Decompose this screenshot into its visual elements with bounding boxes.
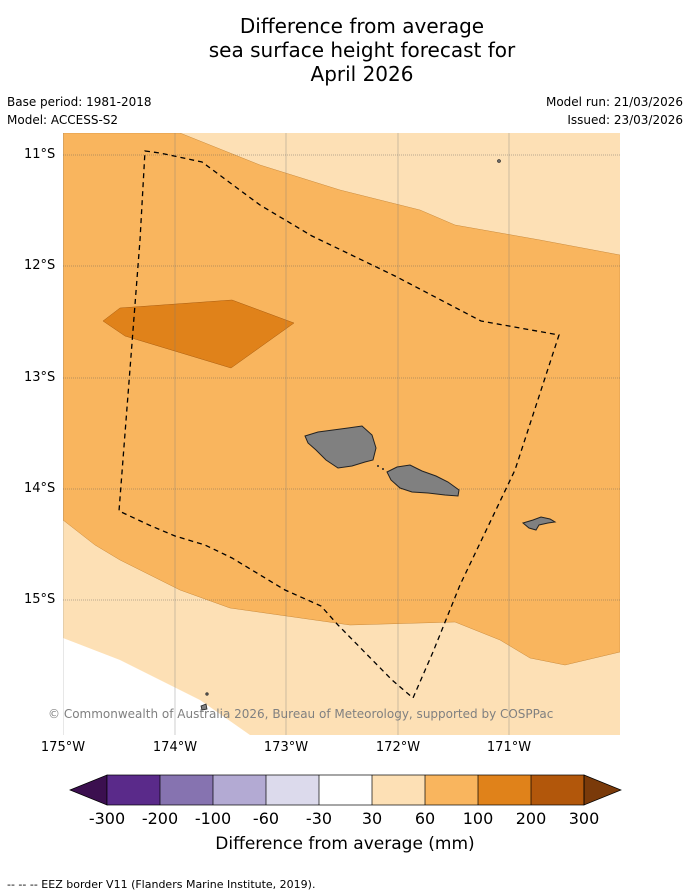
colorbar-bin-9 — [531, 775, 584, 805]
colorbar-bin-3 — [213, 775, 266, 805]
colorbar-bin-8 — [478, 775, 531, 805]
colorbar-tick: -60 — [252, 809, 280, 828]
map-title: Difference from average sea surface heig… — [0, 14, 690, 86]
colorbar — [69, 774, 622, 806]
islet-north — [497, 159, 501, 163]
model-run-label: Model run: 21/03/2026 — [545, 95, 683, 109]
island-upolu — [386, 464, 460, 497]
lat-label-15s: 15°S — [24, 592, 56, 607]
title-line-1: Difference from average — [239, 14, 485, 38]
colorbar-tick: 30 — [361, 809, 383, 828]
lat-label-12s: 12°S — [24, 258, 56, 273]
longitude-gridlines — [63, 133, 510, 735]
lon-label-175w: 175°W — [40, 740, 86, 755]
colorbar-bin-6 — [372, 775, 425, 805]
lon-label-173w: 173°W — [263, 740, 309, 755]
anomaly-band-neutral — [63, 638, 250, 735]
latitude-gridlines — [63, 154, 620, 601]
copyright-notice: © Commonwealth of Australia 2026, Bureau… — [48, 707, 554, 721]
model-label: Model: ACCESS-S2 — [7, 113, 119, 127]
anomaly-band-100-200 — [102, 299, 295, 369]
base-period-label: Base period: 1981-2018 — [7, 95, 152, 109]
islet-southwest-a — [205, 692, 209, 696]
colorbar-tick: -200 — [141, 809, 179, 828]
map-field — [63, 133, 620, 735]
eez-border-legend: -- -- -- EEZ border V11 (Flanders Marine… — [7, 878, 316, 891]
colorbar-bin-5 — [319, 775, 372, 805]
colorbar-outline — [106, 774, 585, 806]
lat-label-11s: 11°S — [24, 147, 56, 162]
lon-label-174w: 174°W — [152, 740, 198, 755]
colorbar-title: Difference from average (mm) — [215, 834, 475, 854]
colorbar-bin-4 — [266, 775, 319, 805]
colorbar-tick: -30 — [305, 809, 333, 828]
lon-label-171w: 171°W — [486, 740, 532, 755]
issued-label: Issued: 23/03/2026 — [567, 113, 683, 127]
colorbar-tick: 300 — [568, 809, 600, 828]
islet-manono — [382, 468, 384, 470]
islet-apolima — [377, 465, 379, 467]
title-line-3: April 2026 — [310, 62, 414, 86]
title-line-2: sea surface height forecast for — [208, 38, 516, 62]
colorbar-tick: 60 — [414, 809, 436, 828]
colorbar-extend-high — [583, 774, 622, 806]
colorbar-tick: 100 — [462, 809, 494, 828]
colorbar-extend-low — [69, 774, 108, 806]
eez-border-line — [118, 150, 560, 700]
colorbar-bin-2 — [160, 775, 213, 805]
islet-southwest-b — [200, 703, 208, 711]
lat-label-14s: 14°S — [24, 481, 56, 496]
colorbar-tick: -300 — [88, 809, 126, 828]
island-tutuila — [521, 516, 557, 531]
lon-label-172w: 172°W — [375, 740, 421, 755]
colorbar-tick: -100 — [194, 809, 232, 828]
colorbar-bin-1 — [107, 775, 160, 805]
colorbar-tick: 200 — [515, 809, 547, 828]
island-savaii — [304, 425, 377, 469]
anomaly-band-60-100 — [63, 133, 620, 666]
colorbar-bin-7 — [425, 775, 478, 805]
lat-label-13s: 13°S — [24, 370, 56, 385]
